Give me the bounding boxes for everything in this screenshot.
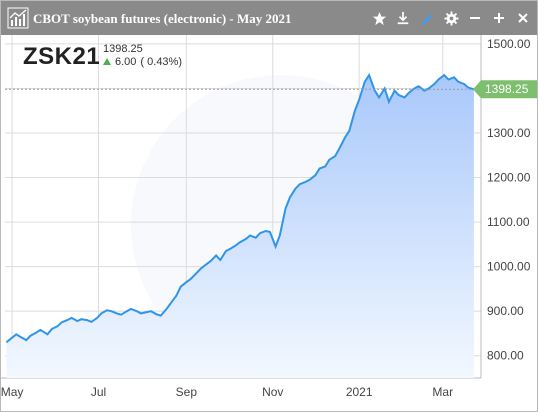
price-line xyxy=(5,72,475,344)
change-value: 6.00 xyxy=(115,56,137,68)
x-tick-label: 2021 xyxy=(346,385,373,399)
symbol-label: ZSK21 xyxy=(23,43,101,70)
price-chart[interactable]: 800.00 900.00 1000.00 1100.00 1200.00 1300.00… xyxy=(1,35,537,412)
x-tick-label: Mar xyxy=(432,385,453,399)
add-icon[interactable] xyxy=(491,10,507,26)
x-tick-label: May xyxy=(1,385,23,399)
pencil-icon[interactable] xyxy=(419,10,435,26)
chart-area[interactable]: 800.00 900.00 1000.00 1100.00 1200.00 1300.00… xyxy=(1,35,537,412)
y-tick-label: 1200.00 xyxy=(487,171,531,185)
star-icon[interactable] xyxy=(371,10,387,26)
x-axis: May Jul Sep Nov 2021 Mar xyxy=(1,385,453,399)
last-price: 1398.25 xyxy=(103,43,143,55)
current-price-label: 1398.25 xyxy=(485,82,529,96)
y-tick-label: 1100.00 xyxy=(487,215,530,229)
y-tick-label: 1500.00 xyxy=(487,37,531,51)
change-percent: ( 0.43%) xyxy=(140,56,182,68)
y-tick-label: 800.00 xyxy=(487,349,524,363)
price-area xyxy=(6,75,474,378)
price-change: 6.00 ( 0.43%) xyxy=(103,56,182,68)
minimize-icon[interactable] xyxy=(467,10,483,26)
x-tick-label: Nov xyxy=(262,385,283,399)
current-price-tag: 1398.25 xyxy=(473,80,537,99)
window-title: CBOT soybean futures (electronic) - May … xyxy=(33,11,292,26)
y-tick-label: 1300.00 xyxy=(487,126,531,140)
x-tick-label: Jul xyxy=(91,385,106,399)
up-arrow-icon xyxy=(103,58,111,65)
close-icon[interactable] xyxy=(515,10,531,26)
chart-app-icon xyxy=(7,7,29,29)
title-bar: CBOT soybean futures (electronic) - May … xyxy=(1,1,537,35)
y-tick-label: 1000.00 xyxy=(487,260,531,274)
download-icon[interactable] xyxy=(395,10,411,26)
gear-icon[interactable] xyxy=(443,10,459,26)
y-tick-label: 900.00 xyxy=(487,304,524,318)
x-tick-label: Sep xyxy=(176,385,198,399)
